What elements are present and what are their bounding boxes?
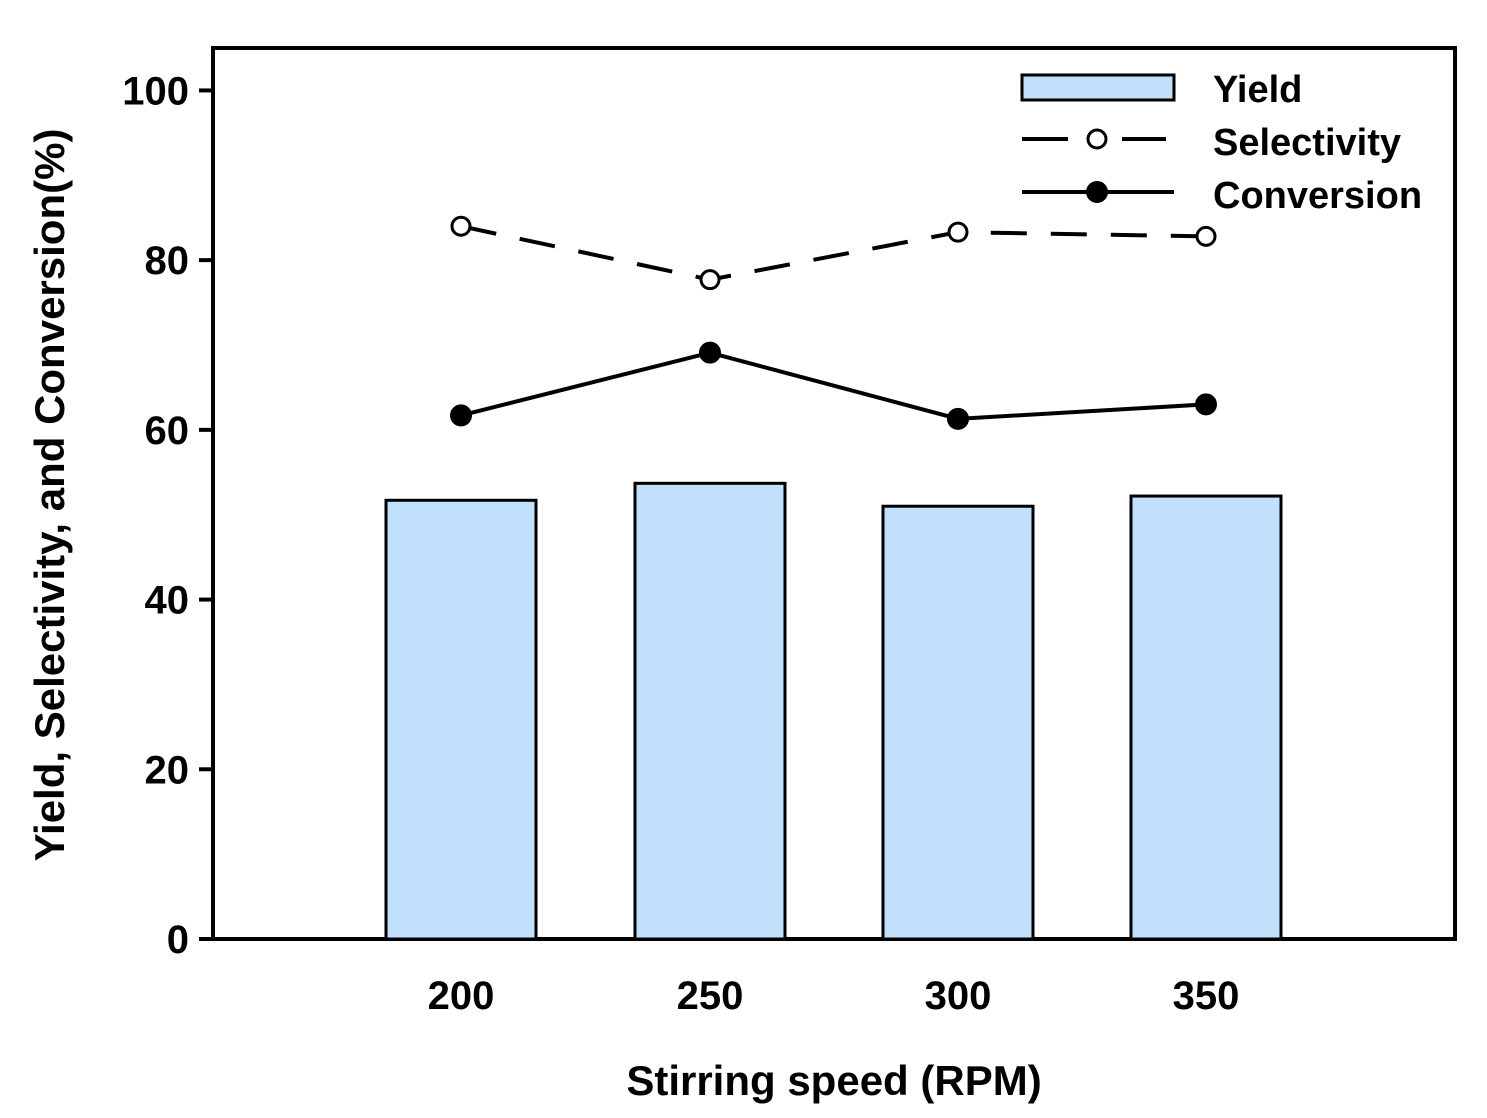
y-tick-label-40: 40 (145, 579, 190, 623)
marker-selectivity-300 (947, 221, 969, 243)
plot-frame (211, 46, 1457, 941)
bar-yield-200 (384, 498, 538, 941)
y-tick-label-20: 20 (145, 748, 190, 792)
legend-label-yield: Yield (1213, 69, 1302, 111)
x-tick-label-300: 300 (925, 974, 992, 1018)
legend-swatch-yield (1020, 73, 1176, 102)
y-tick-label-80: 80 (145, 239, 190, 283)
y-tick-label-0: 0 (167, 918, 189, 962)
y-tick-label-100: 100 (122, 69, 189, 113)
x-tick-label-350: 350 (1173, 974, 1240, 1018)
bar-yield-350 (1129, 494, 1283, 941)
legend-marker-selectivity (1086, 128, 1108, 150)
x-axis-title: Stirring speed (RPM) (626, 1057, 1041, 1104)
bar-layer (384, 481, 1283, 941)
x-tick-label-250: 250 (677, 974, 744, 1018)
marker-conversion-200 (450, 404, 472, 427)
line-conversion (460, 350, 1207, 421)
legend-marker-conversion (1086, 181, 1108, 203)
line-layer (450, 215, 1217, 430)
marker-conversion-300 (947, 407, 969, 430)
legend: Yield Selectivity Conversion (1020, 69, 1422, 217)
y-axis-title: Yield, Selectivity, and Conversion(%) (26, 129, 73, 862)
x-axis: 200 250 300 350 (428, 974, 1240, 1018)
y-axis: 0 20 40 60 80 100 (122, 69, 213, 962)
y-tick-label-60: 60 (145, 409, 190, 453)
marker-selectivity-200 (450, 215, 472, 237)
legend-label-conversion: Conversion (1213, 175, 1422, 217)
legend-label-selectivity: Selectivity (1213, 122, 1401, 164)
marker-selectivity-250 (699, 269, 721, 291)
line-selectivity (460, 224, 1207, 282)
bar-yield-300 (881, 504, 1035, 941)
marker-conversion-350 (1195, 393, 1217, 416)
marker-selectivity-350 (1195, 225, 1217, 247)
x-tick-label-200: 200 (428, 974, 495, 1018)
marker-conversion-250 (699, 341, 721, 364)
bar-yield-250 (633, 481, 787, 941)
